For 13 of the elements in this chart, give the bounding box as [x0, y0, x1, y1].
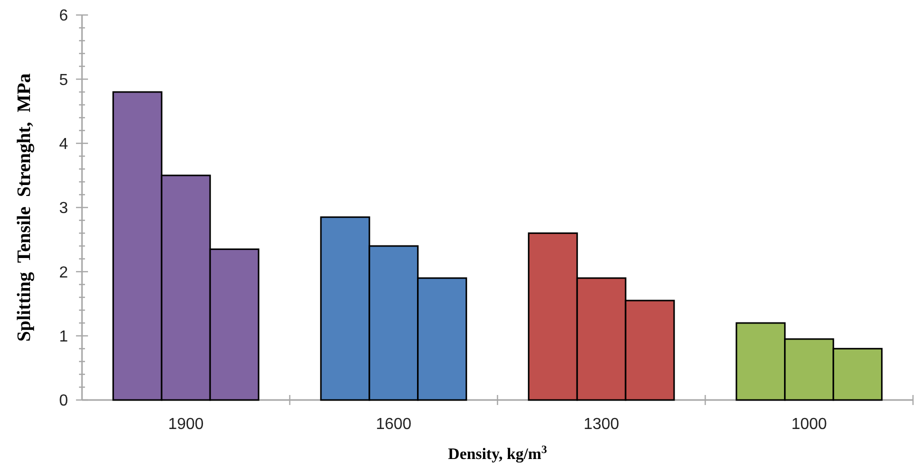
y-tick-label: 6 [59, 8, 68, 25]
x-tick-label: 1000 [791, 416, 828, 433]
x-tick-label: 1600 [376, 416, 412, 433]
y-tick-label: 2 [59, 264, 68, 282]
y-tick-label: 0 [59, 392, 68, 410]
y-tick-label: 5 [59, 72, 68, 89]
y-tick-label: 3 [59, 200, 68, 218]
x-axis-title: Density, kg/m$^{3}$ [448, 444, 548, 463]
x-tick-label: 1300 [584, 416, 620, 433]
y-axis-title: Splitting Tensile Strenght, MPa [14, 72, 35, 342]
y-tick-label: 4 [59, 136, 68, 153]
y-tick-label: 1 [59, 328, 68, 346]
x-tick-label: 1900 [168, 416, 204, 433]
